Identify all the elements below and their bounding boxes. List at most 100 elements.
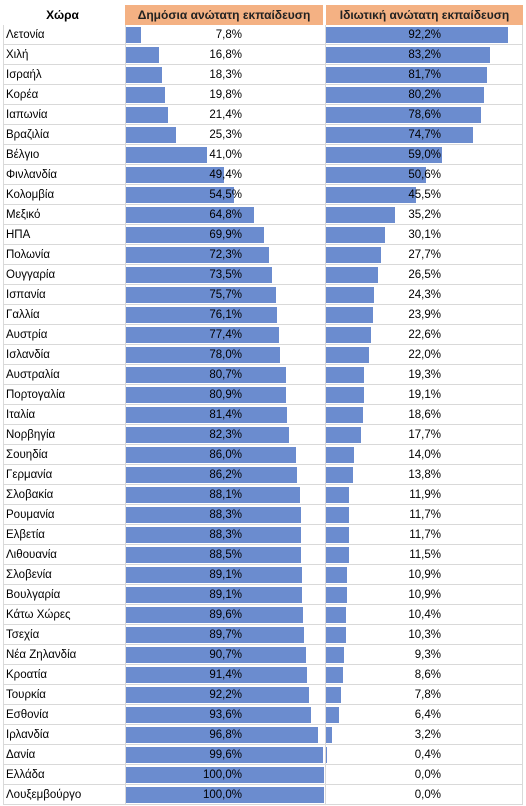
private-cell: 26,5% [326,267,523,283]
public-cell: 7,8% [126,27,324,43]
public-bar [126,207,254,223]
table-row: Βουλγαρία 89,1% 10,9% [3,585,523,605]
public-bar [126,747,323,763]
country-label: Νορβηγία [6,429,56,441]
public-bar [126,787,324,803]
public-bar [126,567,302,583]
private-cell: 10,3% [326,627,523,643]
table-row: Ισραήλ 18,3% 81,7% [3,65,523,85]
gridline-horizontal [3,684,523,685]
public-cell: 25,3% [126,127,324,143]
private-bar [326,567,347,583]
private-value-label: 92,2% [408,29,441,41]
table-row: Γαλλία 76,1% 23,9% [3,305,523,325]
table-row: Σουηδία 86,0% 14,0% [3,445,523,465]
gridline-horizontal [3,344,523,345]
private-cell: 59,0% [326,147,523,163]
public-cell: 88,1% [126,487,324,503]
country-label: Ισλανδία [6,349,50,361]
private-value-label: 18,6% [408,409,441,421]
gridline-vertical [325,25,326,804]
private-cell: 19,1% [326,387,523,403]
public-bar [126,127,176,143]
table-row: Λετονία 7,8% 92,2% [3,25,523,45]
private-cell: 30,1% [326,227,523,243]
country-label: Νέα Ζηλανδία [6,649,77,661]
private-value-label: 74,7% [408,129,441,141]
public-cell: 80,9% [126,387,324,403]
table-row: Βραζιλία 25,3% 74,7% [3,125,523,145]
private-cell: 6,4% [326,707,523,723]
public-bar [126,147,207,163]
table-row: Κροατία 91,4% 8,6% [3,665,523,685]
private-bar [326,727,332,743]
country-label: Ουγγαρία [6,269,56,281]
private-value-label: 11,7% [409,529,441,541]
country-label: Κολομβία [6,189,55,201]
private-cell: 8,6% [326,667,523,683]
public-cell: 78,0% [126,347,324,363]
country-label: Σλοβακία [6,489,54,501]
gridline-horizontal [3,504,523,505]
private-bar [326,547,349,563]
public-cell: 89,1% [126,567,324,583]
public-value-label: 77,4% [209,329,242,341]
public-cell: 89,6% [126,607,324,623]
table-row: Γερμανία 86,2% 13,8% [3,465,523,485]
private-bar [326,507,349,523]
public-bar [126,547,301,563]
table-row: Πορτογαλία 80,9% 19,1% [3,385,523,405]
public-value-label: 100,0% [202,769,242,781]
country-label: Ιρλανδία [6,729,50,741]
private-bar [326,307,373,323]
private-value-label: 24,3% [408,289,441,301]
gridline-horizontal [3,104,523,105]
country-label: Βέλγιο [6,149,40,161]
public-value-label: 18,3% [209,69,242,81]
private-bar [326,627,346,643]
table-row: Αυστραλία 80,7% 19,3% [3,365,523,385]
private-cell: 13,8% [326,467,523,483]
public-cell: 49,4% [126,167,324,183]
private-cell: 3,2% [326,727,523,743]
private-bar [326,667,343,683]
gridline-horizontal [3,524,523,525]
gridline-horizontal [3,424,523,425]
private-cell: 10,9% [326,587,523,603]
private-value-label: 27,7% [408,249,441,261]
public-value-label: 16,8% [209,49,242,61]
public-bar [126,487,300,503]
private-cell: 23,9% [326,307,523,323]
gridline-horizontal [3,644,523,645]
public-cell: 96,8% [126,727,324,743]
country-label: Κάτω Χώρες [6,609,71,621]
table-row: Ιρλανδία 96,8% 3,2% [3,725,523,745]
public-value-label: 93,6% [209,709,242,721]
private-bar [326,327,371,343]
private-value-label: 11,7% [409,509,441,521]
table-row: Φινλανδία 49,4% 50,6% [3,165,523,185]
public-bar [126,307,277,323]
private-cell: 24,3% [326,287,523,303]
private-value-label: 6,4% [414,709,441,721]
private-bar [326,467,353,483]
public-cell: 93,6% [126,707,324,723]
gridline-horizontal [3,604,523,605]
gridline-horizontal [3,584,523,585]
country-label: Τουρκία [6,689,46,701]
table-row: Πολωνία 72,3% 27,7% [3,245,523,265]
public-cell: 89,7% [126,627,324,643]
public-value-label: 69,9% [209,229,242,241]
table-row: Βέλγιο 41,0% 59,0% [3,145,523,165]
public-bar [126,67,162,83]
table-row: Λουξεμβούργο 100,0% 0,0% [3,785,523,805]
private-bar [326,227,385,243]
public-value-label: 88,3% [209,509,242,521]
gridline-horizontal [3,244,523,245]
private-value-label: 7,8% [414,689,441,701]
private-cell: 7,8% [326,687,523,703]
public-bar [126,87,165,103]
public-value-label: 76,1% [209,309,242,321]
table-row: Ελβετία 88,3% 11,7% [3,525,523,545]
private-cell: 19,3% [326,367,523,383]
